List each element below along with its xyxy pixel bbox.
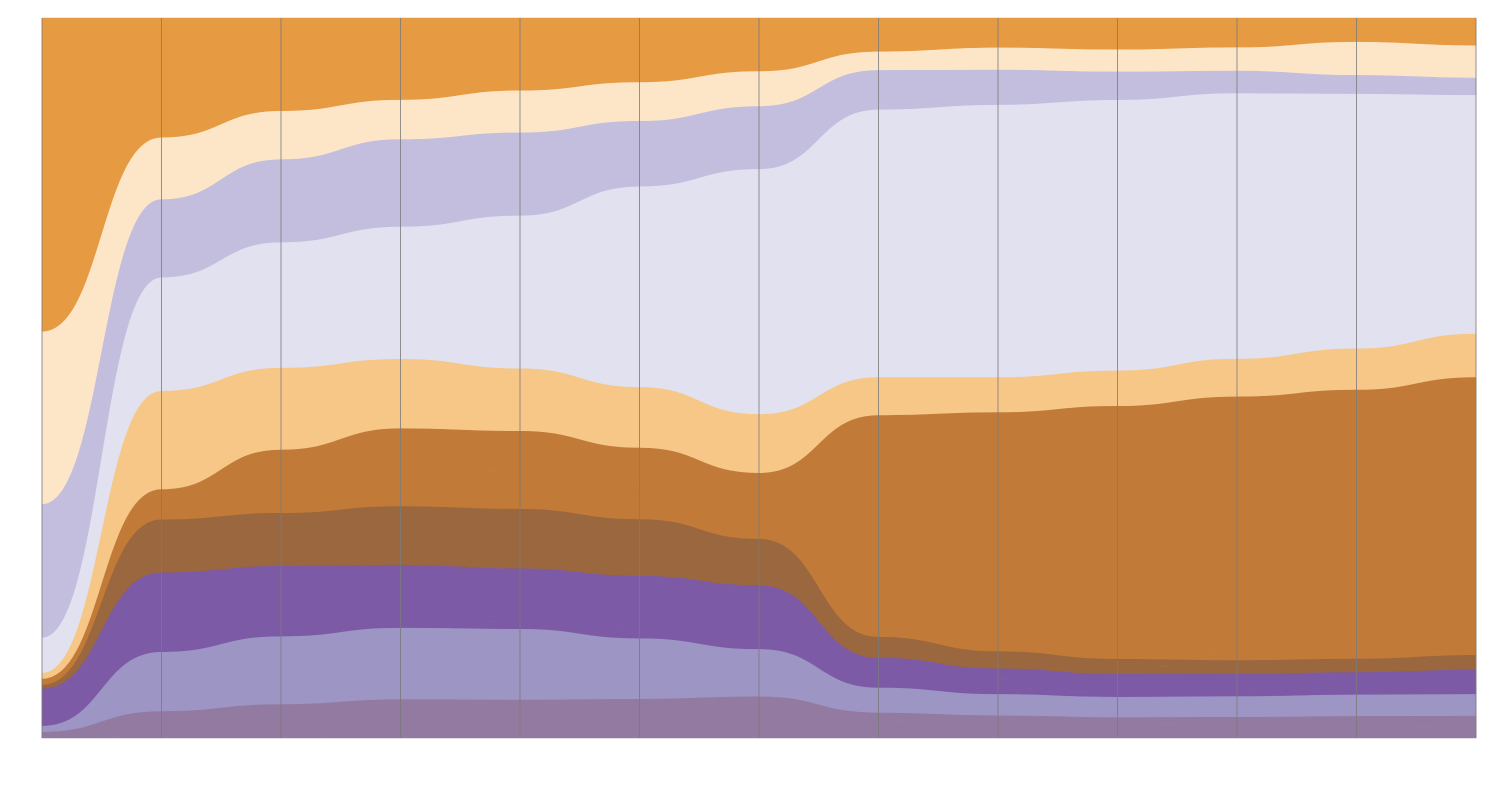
vertical-gridlines [41,18,1477,738]
